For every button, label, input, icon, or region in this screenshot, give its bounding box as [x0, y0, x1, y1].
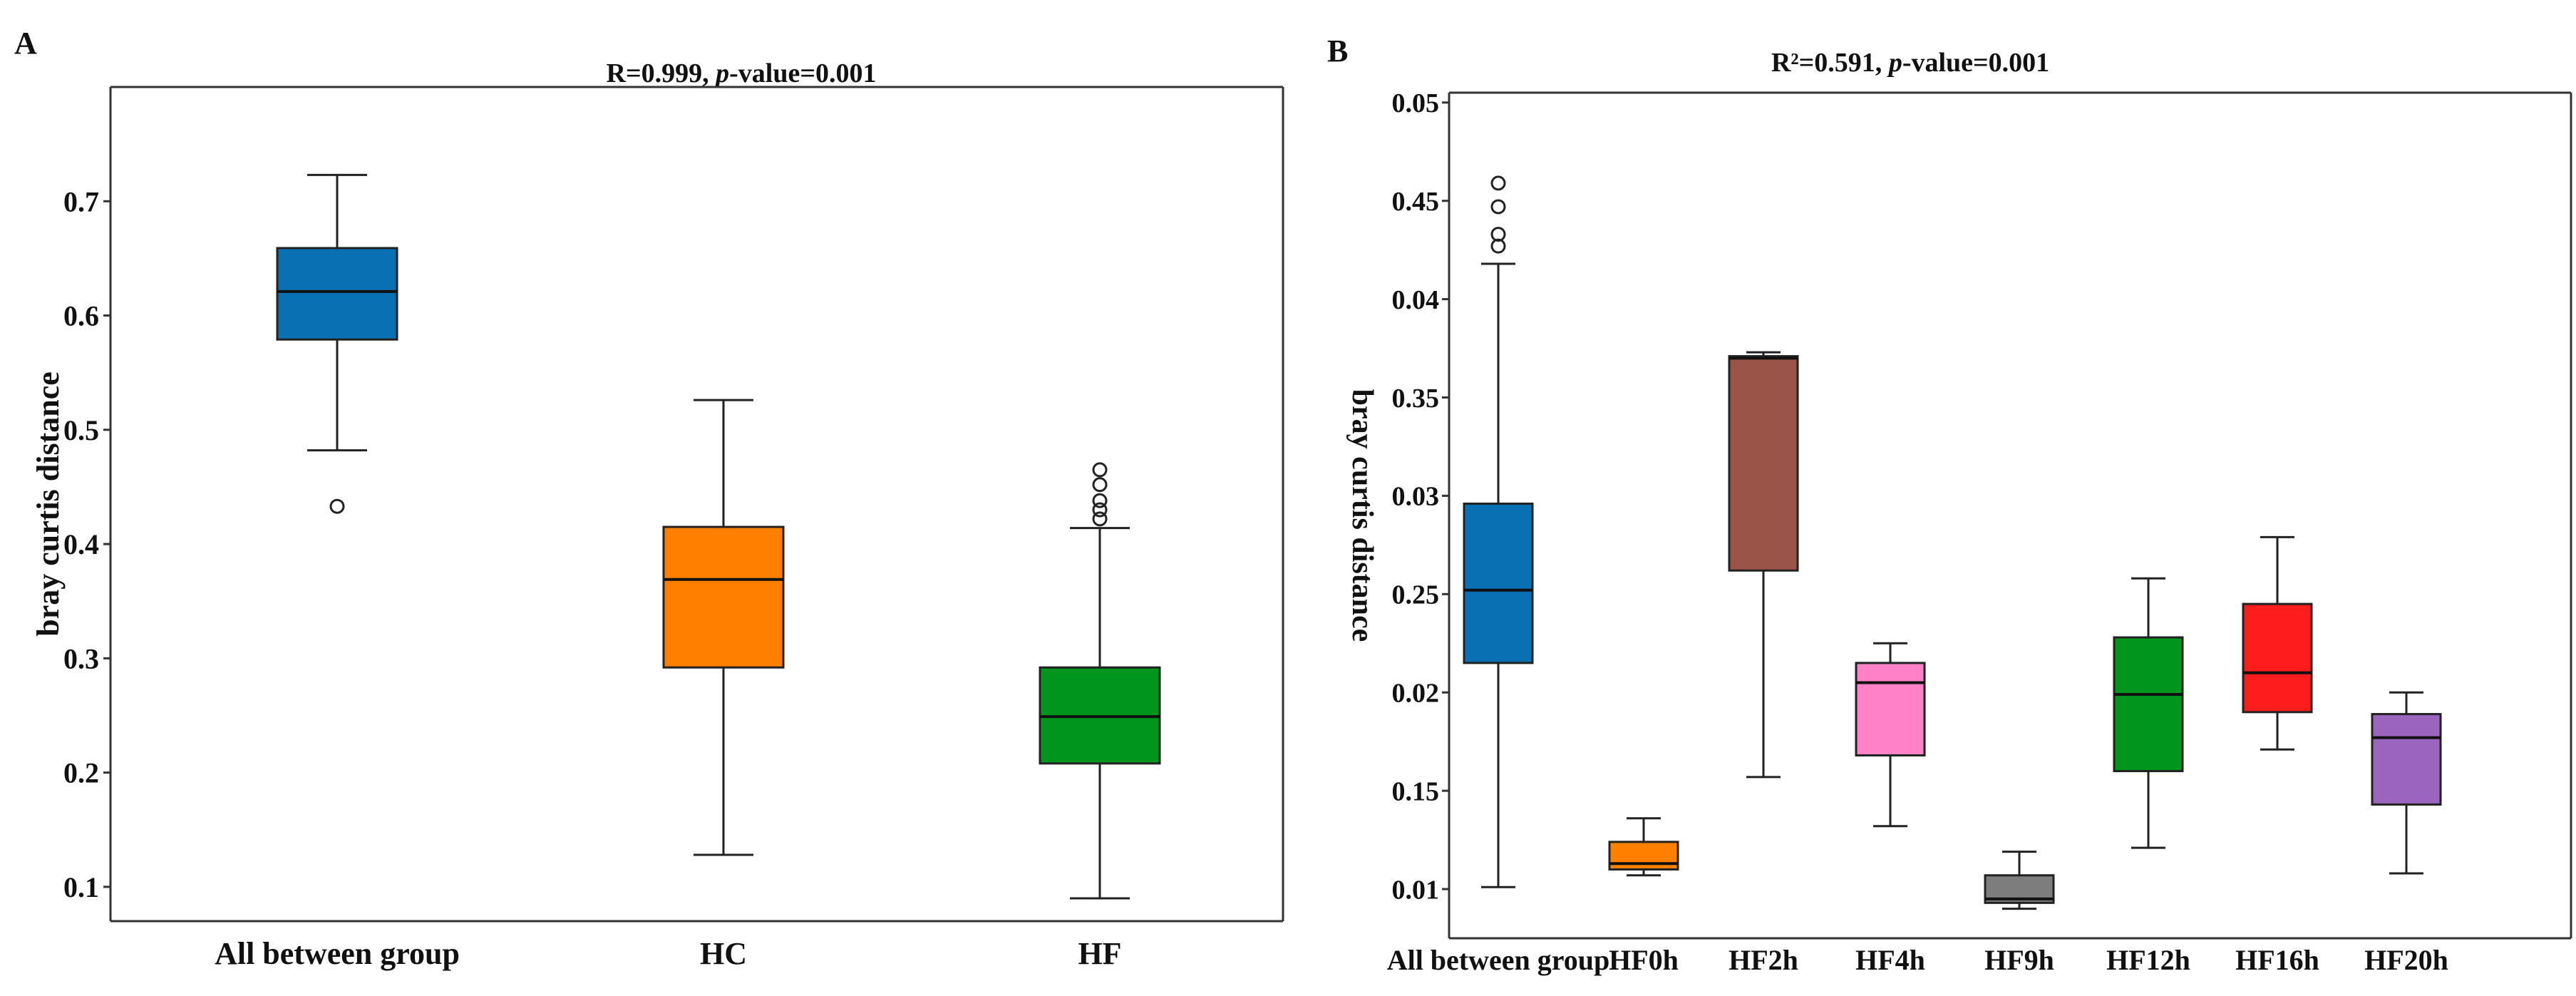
- title-part: -value=0.001: [729, 58, 876, 88]
- outlier-point: [1092, 502, 1108, 518]
- outlier-point: [1490, 199, 1506, 215]
- y-tick-label: 0.1: [63, 871, 99, 903]
- box-iqr: [2113, 636, 2184, 773]
- box-hf20h: HF20h: [2364, 691, 2448, 976]
- box-hf16h: HF16h: [2235, 535, 2319, 976]
- x-tick-label: HF20h: [2364, 944, 2448, 976]
- title-part: p: [1887, 48, 1902, 78]
- box-hf2h: HF2h: [1728, 351, 1799, 976]
- x-tick-label: HF: [1078, 936, 1121, 971]
- box-iqr: [276, 247, 398, 341]
- outlier-point: [1092, 477, 1108, 493]
- panel-label: A: [14, 26, 37, 61]
- outlier-point: [1490, 227, 1506, 242]
- title-part: -value=0.001: [1902, 48, 2049, 78]
- box-iqr: [1855, 662, 1926, 756]
- box-hc: HC: [662, 399, 785, 971]
- y-tick-label: 0.5: [63, 414, 99, 446]
- box-iqr: [1463, 502, 1534, 664]
- panel-a: A R=0.999, p-value=0.001 0.1 0.2 0.3 0.4 0.5 0.…: [14, 26, 1284, 971]
- y-tick-label: 0.6: [63, 300, 99, 332]
- chart-title: R²=0.591, p-value=0.001: [1771, 48, 2049, 78]
- title-part: R=0.999,: [607, 58, 716, 88]
- outlier-point: [1490, 175, 1506, 191]
- x-tick-label: HC: [700, 936, 747, 971]
- chart-title: R=0.999, p-value=0.001: [607, 58, 877, 88]
- box-all-between-group: All between group: [1387, 175, 1610, 976]
- box-iqr: [662, 525, 785, 669]
- box-hf12h: HF12h: [2106, 577, 2190, 976]
- y-tick-label: 0.15: [1392, 776, 1440, 806]
- y-tick-label: 0.2: [63, 757, 99, 789]
- y-tick-label: 0.01: [1392, 875, 1440, 905]
- y-tick-label: 0.05: [1392, 88, 1440, 118]
- box-iqr: [2371, 713, 2442, 806]
- panel-label: B: [1327, 34, 1348, 68]
- x-tick-label: HF12h: [2106, 944, 2190, 976]
- y-tick-label: 0.25: [1392, 580, 1440, 610]
- outlier-point: [329, 498, 345, 514]
- x-tick-label: HF0h: [1609, 944, 1679, 976]
- x-tick-label: HF4h: [1855, 944, 1925, 976]
- x-tick-label: HF9h: [1984, 944, 2054, 976]
- y-tick-label: 0.35: [1392, 384, 1440, 414]
- box-hf9h: HF9h: [1984, 851, 2055, 976]
- outlier-point: [1092, 493, 1108, 508]
- x-tick-label: HF16h: [2235, 944, 2319, 976]
- box-hf0h: HF0h: [1608, 817, 1679, 976]
- y-tick-label: 0.02: [1392, 679, 1440, 709]
- y-tick-label: 0.3: [63, 642, 99, 674]
- box-iqr: [1608, 841, 1679, 871]
- x-tick-label: All between group: [215, 936, 460, 971]
- box-hf4h: HF4h: [1855, 642, 1926, 976]
- y-tick-label: 0.04: [1392, 285, 1440, 315]
- panel-b: B R²=0.591, p-value=0.001 0.01 0.15 0.02 0.25…: [1327, 34, 2572, 976]
- y-tick-label: 0.7: [63, 185, 99, 217]
- y-axis-label: bray curtis distance: [31, 371, 66, 637]
- x-tick-label: All between group: [1387, 944, 1610, 976]
- x-tick-label: HF2h: [1729, 944, 1798, 976]
- y-tick-label: 0.03: [1392, 482, 1440, 512]
- outlier-point: [1092, 462, 1108, 478]
- box-iqr: [2242, 602, 2313, 714]
- box-all-between-group: All between group: [215, 173, 460, 971]
- y-tick-label: 0.45: [1392, 187, 1440, 217]
- box-hf: HF: [1039, 462, 1161, 971]
- title-part: R²=0.591,: [1771, 48, 1889, 78]
- title-part: p: [713, 58, 729, 88]
- y-axis-label: bray curtis distance: [1346, 389, 1379, 642]
- outlier-point: [1092, 511, 1108, 527]
- y-tick-label: 0.4: [63, 528, 99, 560]
- box-iqr: [1728, 355, 1799, 572]
